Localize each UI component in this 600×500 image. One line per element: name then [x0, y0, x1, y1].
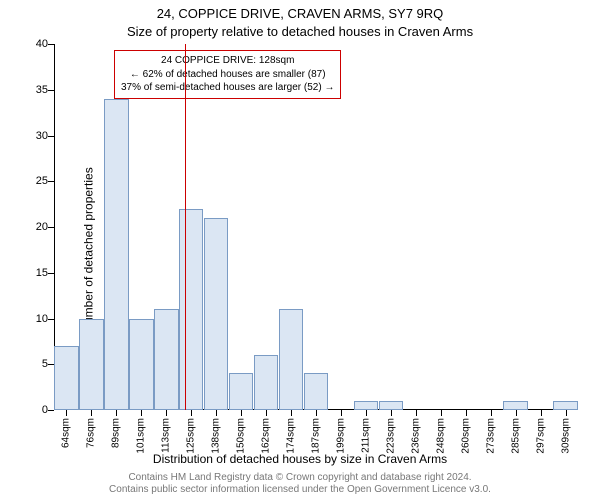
x-tick	[116, 410, 117, 416]
reference-line	[185, 44, 186, 410]
x-tick-label: 101sqm	[136, 418, 147, 454]
bar	[379, 401, 403, 410]
x-tick	[566, 410, 567, 416]
bar	[254, 355, 278, 410]
x-tick-label: 150sqm	[236, 418, 247, 454]
bar	[154, 309, 178, 410]
x-tick-label: 125sqm	[186, 418, 197, 454]
x-tick-label: 76sqm	[86, 418, 97, 448]
x-tick	[66, 410, 67, 416]
y-tick	[48, 181, 54, 182]
x-tick	[541, 410, 542, 416]
x-tick-label: 260sqm	[460, 418, 471, 454]
bar	[503, 401, 527, 410]
plot-area: 24 COPPICE DRIVE: 128sqm ← 62% of detach…	[54, 44, 578, 410]
x-tick-label: 211sqm	[360, 418, 371, 453]
x-tick	[391, 410, 392, 416]
x-tick	[441, 410, 442, 416]
bar	[54, 346, 78, 410]
x-tick	[341, 410, 342, 416]
bar	[204, 218, 228, 410]
bar	[104, 99, 128, 410]
chart-title-line2: Size of property relative to detached ho…	[0, 24, 600, 39]
x-tick	[516, 410, 517, 416]
x-tick	[191, 410, 192, 416]
bar	[279, 309, 303, 410]
y-tick-label: 30	[24, 130, 48, 142]
x-tick	[316, 410, 317, 416]
y-tick	[48, 319, 54, 320]
x-tick	[266, 410, 267, 416]
x-tick-label: 309sqm	[560, 418, 571, 454]
y-tick-label: 15	[24, 267, 48, 279]
x-tick	[366, 410, 367, 416]
x-tick-label: 199sqm	[335, 418, 346, 454]
x-tick	[91, 410, 92, 416]
bar	[354, 401, 378, 410]
y-tick-label: 25	[24, 175, 48, 187]
x-tick-label: 187sqm	[311, 418, 322, 454]
y-tick-label: 5	[24, 358, 48, 370]
bar	[179, 209, 203, 410]
footer-line1: Contains HM Land Registry data © Crown c…	[0, 472, 600, 484]
x-tick-label: 236sqm	[410, 418, 421, 454]
annotation-line2: ← 62% of detached houses are smaller (87…	[121, 68, 334, 82]
annotation-line3: 37% of semi-detached houses are larger (…	[121, 81, 334, 95]
chart-container: 24, COPPICE DRIVE, CRAVEN ARMS, SY7 9RQ …	[0, 0, 600, 500]
y-tick-label: 10	[24, 313, 48, 325]
x-axis-label: Distribution of detached houses by size …	[0, 452, 600, 466]
x-tick	[141, 410, 142, 416]
y-tick	[48, 410, 54, 411]
bar	[129, 319, 153, 411]
x-tick-label: 174sqm	[286, 418, 297, 454]
annotation-box: 24 COPPICE DRIVE: 128sqm ← 62% of detach…	[114, 50, 341, 99]
x-tick-label: 297sqm	[535, 418, 546, 454]
x-tick-label: 64sqm	[61, 418, 72, 448]
x-tick	[291, 410, 292, 416]
x-tick	[166, 410, 167, 416]
y-tick	[48, 44, 54, 45]
bar	[304, 373, 328, 410]
bar	[229, 373, 253, 410]
x-tick	[416, 410, 417, 416]
x-tick-label: 138sqm	[211, 418, 222, 454]
x-tick-label: 162sqm	[261, 418, 272, 454]
x-tick-label: 113sqm	[161, 418, 172, 453]
y-tick	[48, 273, 54, 274]
x-tick	[241, 410, 242, 416]
x-tick-label: 273sqm	[485, 418, 496, 454]
y-tick-label: 20	[24, 221, 48, 233]
bar	[553, 401, 577, 410]
x-tick-label: 89sqm	[111, 418, 122, 448]
y-tick-label: 40	[24, 38, 48, 50]
bar	[79, 319, 103, 411]
x-tick	[216, 410, 217, 416]
x-tick-label: 248sqm	[435, 418, 446, 454]
y-tick	[48, 227, 54, 228]
x-tick	[491, 410, 492, 416]
y-tick	[48, 136, 54, 137]
chart-title-line1: 24, COPPICE DRIVE, CRAVEN ARMS, SY7 9RQ	[0, 6, 600, 21]
y-tick	[48, 364, 54, 365]
x-tick	[466, 410, 467, 416]
y-tick-label: 0	[24, 404, 48, 416]
x-tick-label: 285sqm	[510, 418, 521, 454]
y-tick	[48, 90, 54, 91]
footer-attribution: Contains HM Land Registry data © Crown c…	[0, 472, 600, 496]
y-tick-label: 35	[24, 84, 48, 96]
footer-line2: Contains public sector information licen…	[0, 484, 600, 496]
x-tick-label: 223sqm	[385, 418, 396, 454]
annotation-line1: 24 COPPICE DRIVE: 128sqm	[121, 54, 334, 68]
